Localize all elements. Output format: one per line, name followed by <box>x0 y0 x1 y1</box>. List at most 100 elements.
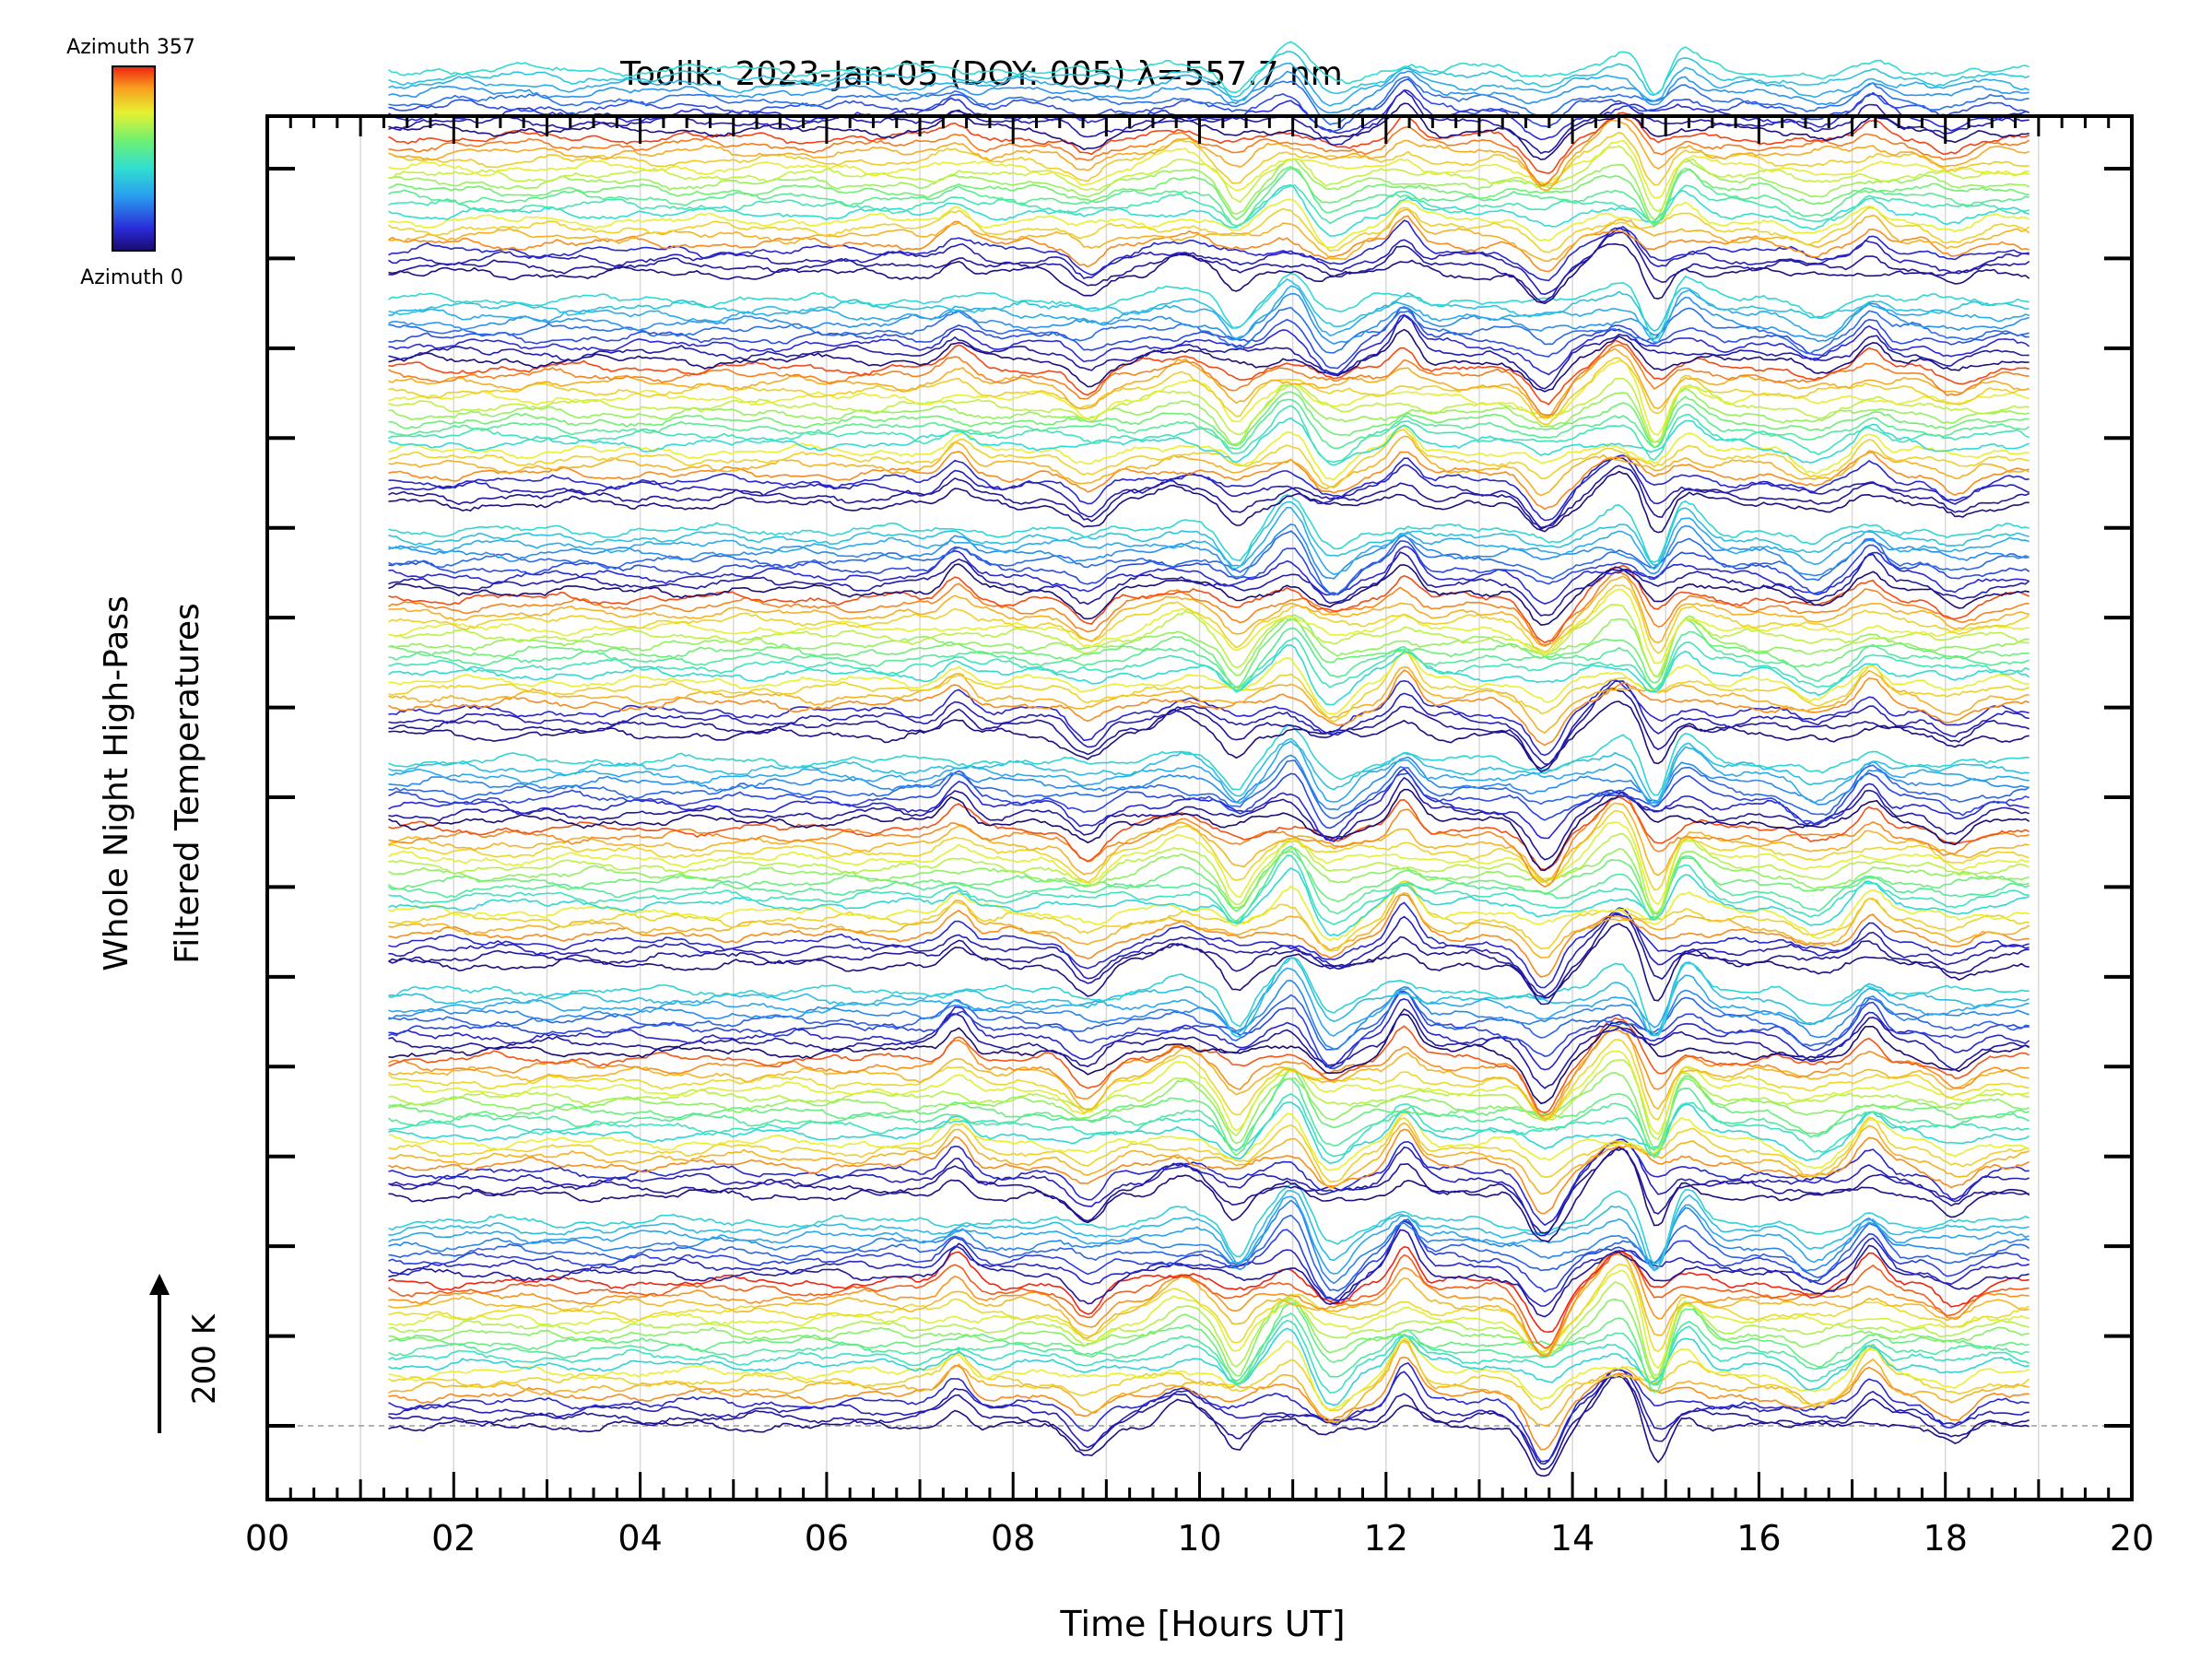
temperature-trace <box>388 957 2030 1037</box>
temperature-trace <box>388 588 2030 665</box>
temperature-trace <box>388 724 2030 796</box>
plot-area: 00 02 04 06 08 10 12 14 16 18 20 <box>245 41 2154 1559</box>
temperature-trace <box>388 809 2030 891</box>
temperature-trace <box>388 307 2030 370</box>
temperature-trace <box>388 584 2030 654</box>
temperature-trace <box>388 78 2030 133</box>
x-tick-label: 18 <box>1924 1518 1968 1559</box>
temperature-trace <box>388 357 2030 426</box>
temperature-trace <box>388 770 2030 830</box>
temperature-trace <box>388 1116 2030 1183</box>
temperature-trace <box>388 687 2030 773</box>
temperature-trace <box>388 1007 2030 1089</box>
temperature-trace <box>388 344 2030 417</box>
temperature-trace <box>388 680 2030 765</box>
temperature-trace <box>388 451 2030 511</box>
temperature-trace <box>388 776 2030 861</box>
temperature-trace <box>388 850 2030 915</box>
temperature-trace <box>388 1297 2030 1381</box>
temperature-trace <box>388 530 2030 596</box>
temperature-trace <box>388 1214 2030 1292</box>
temperature-trace <box>388 700 2030 770</box>
temperature-trace <box>388 1219 2030 1307</box>
temperature-trace <box>388 184 2030 228</box>
temperature-trace <box>388 1138 2030 1227</box>
temperature-trace <box>388 1319 2030 1394</box>
temperature-trace <box>388 1182 2030 1265</box>
temperature-trace <box>388 740 2030 807</box>
temperature-trace <box>388 167 2030 228</box>
temperature-trace <box>388 1229 2030 1318</box>
temperature-trace <box>388 967 2030 1037</box>
temperature-trace <box>388 1071 2030 1149</box>
temperature-trace <box>388 788 2030 872</box>
temperature-trace <box>388 669 2030 747</box>
temperature-trace <box>388 551 2030 617</box>
temperature-trace <box>388 50 2030 98</box>
temperature-trace <box>388 832 2030 913</box>
x-tick-label: 16 <box>1736 1518 1781 1559</box>
temperature-trace <box>388 219 2030 282</box>
temperature-trace <box>388 1195 2030 1275</box>
temperature-trace <box>388 198 2030 248</box>
temperature-trace <box>388 470 2030 534</box>
temperature-trace <box>388 158 2030 221</box>
x-tick-label: 06 <box>805 1518 849 1559</box>
chart-title: Toolik: 2023-Jan-05 (DOY: 005) λ=557.7 n… <box>619 55 1343 93</box>
temperature-trace <box>388 1189 2030 1269</box>
temperature-trace <box>388 119 2030 192</box>
temperature-trace <box>388 1059 2030 1141</box>
temperature-trace <box>388 1374 2030 1477</box>
temperature-trace <box>388 328 2030 393</box>
temperature-trace <box>388 454 2030 522</box>
temperature-trace <box>388 383 2030 445</box>
temperature-trace <box>388 907 2030 998</box>
temperature-trace <box>388 1301 2030 1394</box>
y-axis-label-line2: Filtered Temperatures <box>169 603 206 964</box>
temperature-trace <box>388 435 2030 497</box>
temperature-trace <box>387 1039 2030 1121</box>
temperature-trace <box>387 1251 2030 1349</box>
temperature-trace <box>388 314 2030 390</box>
temperature-trace <box>388 1141 2030 1237</box>
temperature-trace <box>388 1017 2030 1114</box>
temperature-trace <box>388 768 2030 842</box>
temperature-trace <box>388 892 2030 959</box>
temperature-trace <box>388 1050 2030 1135</box>
temperature-trace <box>388 796 2030 871</box>
temperature-trace <box>388 76 2030 125</box>
temperature-trace <box>388 139 2030 199</box>
temperature-trace <box>388 1356 2030 1451</box>
temperature-trace <box>388 1128 2030 1215</box>
temperature-trace <box>388 1246 2030 1334</box>
temperature-trace <box>388 854 2030 925</box>
temperature-trace <box>388 665 2030 735</box>
temperature-trace <box>388 206 2030 253</box>
colorbar <box>112 65 156 252</box>
temperature-trace <box>388 1253 2030 1357</box>
temperature-trace <box>388 1312 2030 1386</box>
temperature-trace <box>388 523 2030 580</box>
temperature-trace <box>388 913 2030 1006</box>
temperature-trace <box>388 821 2030 906</box>
temperature-trace <box>388 990 2030 1070</box>
x-tick-label: 00 <box>245 1518 289 1559</box>
temperature-trace <box>388 1337 2030 1411</box>
scale-bar-label: 200 K <box>186 1312 223 1405</box>
temperature-trace <box>388 1026 2030 1121</box>
x-tick-label: 12 <box>1364 1518 1408 1559</box>
temperature-trace <box>388 339 2030 406</box>
temperature-trace <box>388 398 2030 450</box>
temperature-trace <box>388 417 2030 466</box>
temperature-trace <box>388 759 2030 819</box>
temperature-trace <box>388 112 2030 175</box>
temperature-trace <box>388 70 2030 114</box>
temperature-trace <box>388 215 2030 273</box>
temperature-trace <box>388 847 2030 919</box>
temperature-trace <box>388 1122 2030 1195</box>
temperature-trace <box>388 1069 2030 1159</box>
temperature-trace <box>388 901 2030 989</box>
temperature-trace <box>388 893 2030 978</box>
temperature-trace <box>388 1218 2030 1301</box>
temperature-trace <box>388 1368 2030 1465</box>
